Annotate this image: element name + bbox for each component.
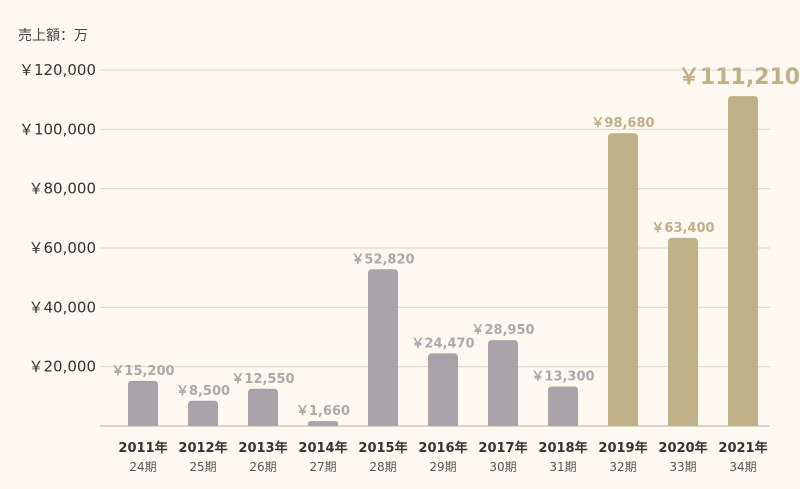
bar-2015年 bbox=[368, 269, 398, 426]
value-label: ￥13,300 bbox=[531, 370, 594, 385]
y-tick-label: ￥100,000 bbox=[19, 120, 96, 138]
value-label: ￥98,680 bbox=[591, 116, 654, 131]
y-tick-label: ￥20,000 bbox=[29, 358, 97, 376]
value-label: ￥28,950 bbox=[471, 323, 534, 338]
value-label: ￥12,550 bbox=[231, 372, 294, 387]
unit-label: 売上額：万 bbox=[18, 28, 88, 44]
y-tick-label: ￥40,000 bbox=[29, 298, 97, 316]
x-axis: 2011年 24期 2012年 25期 2013年 26期 2014年 27期 2015年 28期… bbox=[118, 440, 767, 474]
x-period-label: 24期 bbox=[129, 460, 156, 474]
bar-2016年 bbox=[428, 353, 458, 426]
x-period-label: 25期 bbox=[189, 460, 216, 474]
x-year-label: 2021年 bbox=[718, 440, 767, 456]
y-tick-label: ￥80,000 bbox=[29, 180, 97, 198]
x-period-label: 30期 bbox=[489, 460, 516, 474]
bar-2017年 bbox=[488, 340, 518, 426]
bar-2019年 bbox=[608, 133, 638, 426]
x-period-label: 32期 bbox=[609, 460, 636, 474]
x-period-label: 34期 bbox=[729, 460, 756, 474]
value-label: ￥24,470 bbox=[411, 336, 474, 351]
x-year-label: 2016年 bbox=[418, 440, 467, 456]
x-year-label: 2013年 bbox=[238, 440, 287, 456]
bar-2013年 bbox=[248, 388, 278, 426]
x-year-label: 2014年 bbox=[298, 440, 347, 456]
bar-2020年 bbox=[668, 237, 698, 426]
x-year-label: 2019年 bbox=[598, 440, 647, 456]
x-year-label: 2018年 bbox=[538, 440, 587, 456]
y-tick-label: ￥60,000 bbox=[29, 239, 97, 257]
x-year-label: 2015年 bbox=[358, 440, 407, 456]
bar-2012年 bbox=[188, 400, 218, 426]
x-period-label: 33期 bbox=[669, 460, 696, 474]
bar-2018年 bbox=[548, 386, 578, 426]
bar-2014年 bbox=[308, 421, 338, 426]
x-period-label: 31期 bbox=[549, 460, 576, 474]
y-tick-label: ￥120,000 bbox=[19, 61, 96, 79]
value-label: ￥15,200 bbox=[111, 364, 174, 379]
x-year-label: 2020年 bbox=[658, 440, 707, 456]
x-year-label: 2017年 bbox=[478, 440, 527, 456]
x-period-label: 27期 bbox=[309, 460, 336, 474]
bar-2021年 bbox=[728, 96, 758, 427]
bar-2011年 bbox=[128, 380, 158, 426]
x-period-label: 29期 bbox=[429, 460, 456, 474]
y-axis: ￥120,000 ￥100,000 ￥80,000 ￥60,000 ￥40,000 ￥20… bbox=[19, 61, 96, 376]
bars bbox=[128, 96, 758, 427]
value-label: ￥8,500 bbox=[176, 384, 230, 399]
value-labels: ￥15,200￥8,500￥12,550 ￥1,660 ￥52,820 ￥24,470… bbox=[111, 65, 800, 419]
value-label: ￥111,210 bbox=[678, 65, 800, 90]
x-year-label: 2012年 bbox=[178, 440, 227, 456]
value-label: ￥63,400 bbox=[651, 221, 714, 236]
x-year-label: 2011年 bbox=[118, 440, 167, 456]
value-label: ￥1,660 bbox=[296, 404, 350, 419]
value-label: ￥52,820 bbox=[351, 252, 414, 267]
x-period-label: 26期 bbox=[249, 460, 276, 474]
x-period-label: 28期 bbox=[369, 460, 396, 474]
